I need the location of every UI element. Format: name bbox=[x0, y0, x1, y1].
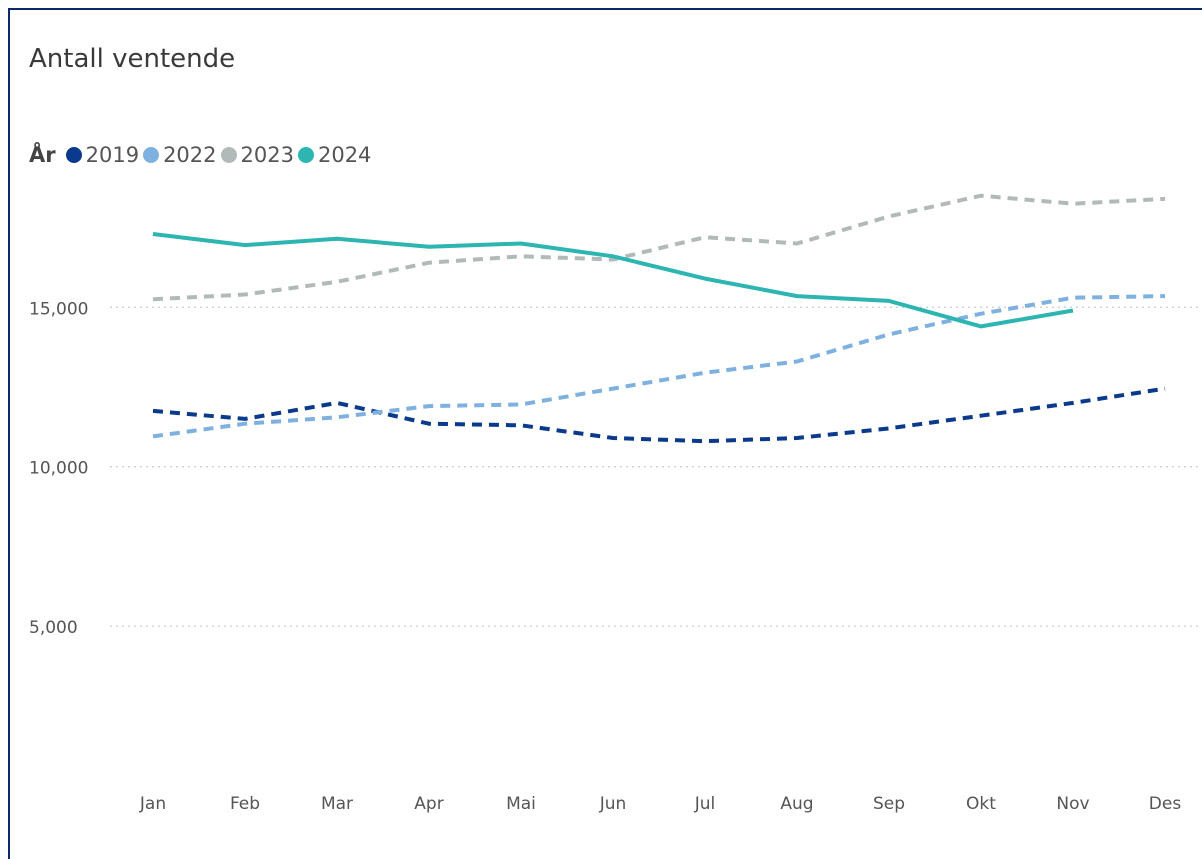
series-line-2024[interactable] bbox=[152, 232, 1074, 329]
series-line-2023[interactable] bbox=[152, 193, 1166, 302]
x-tick-label: Mar bbox=[321, 794, 353, 814]
y-tick-label: 5,000 bbox=[29, 618, 78, 638]
x-tick-label: Mai bbox=[506, 794, 536, 814]
legend-label: 2019 bbox=[85, 143, 140, 167]
chart-title: Antall ventende bbox=[29, 44, 236, 74]
legend-dot-icon bbox=[297, 147, 314, 163]
legend-label: 2023 bbox=[240, 143, 294, 167]
legend-item-2022[interactable]: 2022 bbox=[143, 143, 217, 167]
x-tick-label: Nov bbox=[1056, 794, 1089, 814]
legend-label: 2024 bbox=[317, 143, 372, 167]
series-line-2022[interactable] bbox=[152, 294, 1166, 439]
x-tick-label: Aug bbox=[780, 794, 813, 814]
x-axis-ticks: Jan Feb Mar Apr Mai Jun Jul Aug Sep Okt Nov Des bbox=[139, 794, 1181, 814]
chart-frame bbox=[8, 8, 1202, 859]
y-tick-label: 10,000 bbox=[29, 459, 88, 479]
gridlines bbox=[110, 306, 1202, 627]
legend-dot-icon bbox=[143, 147, 160, 163]
x-tick-label: Sep bbox=[873, 794, 905, 814]
legend-label: 2022 bbox=[163, 143, 217, 167]
x-tick-label: Des bbox=[1149, 794, 1182, 814]
series-lines bbox=[152, 193, 1166, 444]
legend-dot-icon bbox=[65, 147, 82, 163]
legend-item-2023[interactable]: 2023 bbox=[220, 143, 294, 167]
legend: År 2019 2022 2023 2024 bbox=[29, 142, 375, 168]
x-tick-label: Jun bbox=[599, 794, 627, 814]
x-tick-label: Apr bbox=[414, 794, 443, 814]
legend-dot-icon bbox=[220, 147, 237, 163]
x-tick-label: Feb bbox=[230, 794, 260, 814]
y-axis-ticks: 5,000 10,000 15,000 bbox=[29, 299, 88, 638]
x-tick-label: Jul bbox=[694, 794, 716, 814]
series-line-2019[interactable] bbox=[152, 386, 1166, 444]
legend-item-2024[interactable]: 2024 bbox=[297, 143, 372, 167]
x-tick-label: Okt bbox=[966, 794, 996, 814]
legend-item-2019[interactable]: 2019 bbox=[65, 143, 140, 167]
y-tick-label: 15,000 bbox=[29, 299, 88, 319]
x-tick-label: Jan bbox=[139, 794, 166, 814]
legend-title: År bbox=[29, 143, 56, 167]
